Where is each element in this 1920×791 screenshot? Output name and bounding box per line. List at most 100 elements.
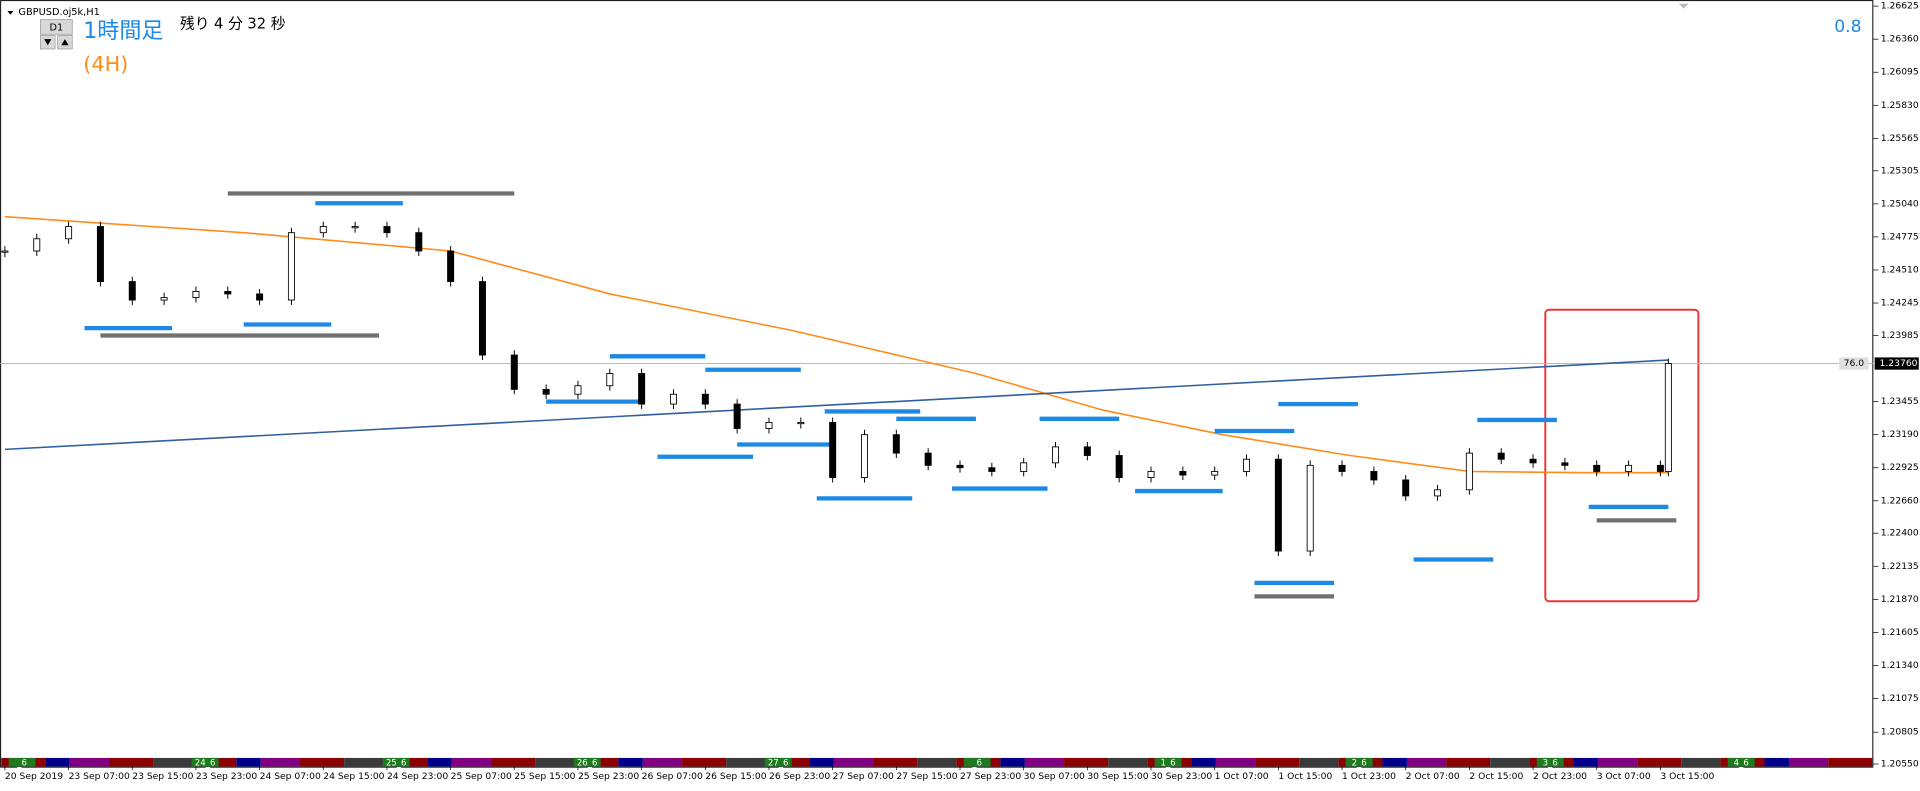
- candle-body: [351, 226, 359, 229]
- candle-body: [1625, 464, 1633, 472]
- session-segment: [451, 757, 492, 767]
- indicator-value: 0.8: [1834, 17, 1861, 37]
- session-segment: [45, 757, 70, 767]
- session-segment: [427, 757, 452, 767]
- session-segment: [260, 757, 301, 767]
- y-tick-label: 1.23985: [1881, 330, 1919, 341]
- y-tick-label: 1.21605: [1881, 627, 1919, 638]
- candle-body: [319, 226, 327, 234]
- candle-body: [192, 291, 200, 298]
- y-tick-label: 1.21075: [1881, 693, 1919, 704]
- session-segment: [1406, 757, 1447, 767]
- session-label: 3_6: [1543, 758, 1558, 768]
- y-tick-label: 1.24245: [1881, 298, 1919, 309]
- candle-body: [1561, 462, 1569, 466]
- y-tick-label: 1.26095: [1881, 67, 1919, 78]
- y-tick-label: 1.25040: [1881, 198, 1919, 209]
- current-price-label: 1.23760: [1880, 358, 1918, 369]
- session-segment: [1191, 757, 1216, 767]
- y-tick-label: 1.22135: [1881, 561, 1919, 572]
- higher-timeframe: (4H): [83, 52, 128, 76]
- candle-body: [415, 232, 423, 252]
- candle-body: [287, 232, 295, 301]
- y-tick-label: 1.20550: [1881, 759, 1919, 770]
- session-segment: [344, 757, 384, 767]
- candle-body: [574, 385, 582, 395]
- session-segment: [1872, 757, 1874, 767]
- candle-body: [1434, 489, 1442, 497]
- candle-body: [256, 293, 264, 301]
- y-tick-label: 1.25565: [1881, 133, 1919, 144]
- y-tick-label: 1.23190: [1881, 429, 1919, 440]
- session-segment: [1215, 757, 1256, 767]
- x-tick-label: 25 Sep 07:00: [451, 771, 512, 782]
- session-segment: [809, 757, 834, 767]
- x-tick-label: 2 Oct 07:00: [1406, 771, 1460, 782]
- candle-body: [542, 388, 550, 395]
- candle-body: [1211, 471, 1219, 476]
- x-tick-label: 30 Sep 23:00: [1151, 771, 1212, 782]
- x-tick-label: 1 Oct 23:00: [1342, 771, 1396, 782]
- x-tick-label: 27 Sep 23:00: [960, 771, 1021, 782]
- x-tick-label: 27 Sep 15:00: [896, 771, 957, 782]
- session-segment: [1000, 757, 1025, 767]
- x-tick-label: 23 Sep 07:00: [69, 771, 130, 782]
- candle-body: [1306, 464, 1314, 552]
- session-segment: [1788, 757, 1829, 767]
- session-segment: [109, 757, 154, 767]
- x-tick-label: 3 Oct 15:00: [1660, 771, 1714, 782]
- remaining-time: 残り 4 分 32 秒: [180, 15, 286, 32]
- candle-body: [669, 393, 677, 405]
- x-tick-label: 26 Sep 23:00: [769, 771, 830, 782]
- candle-body: [1083, 446, 1091, 456]
- x-tick-label: 23 Sep 15:00: [132, 771, 193, 782]
- session-segment: [618, 757, 643, 767]
- candle-body: [160, 297, 168, 301]
- candle-body: [1529, 458, 1537, 464]
- candle-body: [128, 281, 136, 301]
- session-segment: [917, 757, 957, 767]
- session-segment: [491, 757, 536, 767]
- session-box: [382, 757, 410, 767]
- candle-body: [1497, 452, 1505, 460]
- session-label: _6: [16, 758, 27, 768]
- y-tick-label: 1.20805: [1881, 727, 1919, 738]
- session-box: [1727, 757, 1755, 767]
- candle-body: [1, 250, 9, 253]
- session-segment: [1573, 757, 1598, 767]
- session-label: 24_6: [195, 758, 216, 768]
- session-box: [963, 757, 991, 767]
- session-label: 2_6: [1352, 758, 1367, 768]
- x-tick-label: 26 Sep 15:00: [705, 771, 766, 782]
- session-box: [1536, 757, 1564, 767]
- session-segment: [1637, 757, 1682, 767]
- indicator-tag: [1839, 357, 1869, 370]
- shift-marker: [1678, 3, 1689, 9]
- y-tick-label: 1.24510: [1881, 264, 1919, 275]
- symbol: GBPUSD.oj5k,H1: [18, 7, 99, 18]
- y-tick-label: 1.26625: [1881, 1, 1919, 12]
- y-tick-label: 1.23455: [1881, 396, 1919, 407]
- candle-body: [447, 250, 455, 283]
- session-segment: [1681, 757, 1721, 767]
- session-segment: [1255, 757, 1300, 767]
- candle-body: [956, 464, 964, 469]
- candle-body: [701, 393, 709, 405]
- highlight-box: [1544, 308, 1700, 603]
- x-tick-label: 25 Sep 15:00: [514, 771, 575, 782]
- session-box: [191, 757, 219, 767]
- y-tick-label: 1.21870: [1881, 594, 1919, 605]
- candle-body: [1179, 471, 1187, 476]
- session-box: [1154, 757, 1182, 767]
- session-segment: [833, 757, 874, 767]
- up-icon: [61, 39, 69, 46]
- y-tick-label: 1.26360: [1881, 34, 1919, 45]
- candle-body: [33, 238, 41, 252]
- x-tick-label: 25 Sep 23:00: [578, 771, 639, 782]
- candle-body: [1370, 471, 1378, 481]
- menu-arrow[interactable]: [7, 11, 14, 15]
- timeframe-button[interactable]: [40, 19, 73, 35]
- session-label: _6: [971, 758, 982, 768]
